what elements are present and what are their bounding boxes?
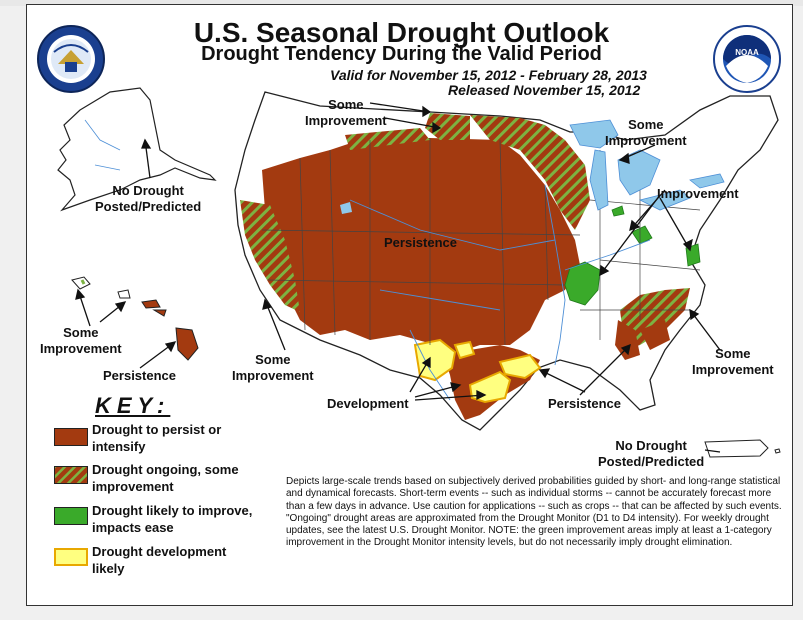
key-swatch-ongoing [54,466,88,484]
page-title: U.S. Seasonal Drought Outlook [193,17,610,48]
noaa-logo-text: NOAA [735,48,759,57]
persistence-region-main [262,138,580,355]
rivers [349,184,651,401]
hatched-dakota-strip [345,128,430,150]
alaska-outline [57,87,217,212]
label-west-some-improvement: Some Improvement [232,352,314,383]
label-alaska: No Drought Posted/Predicted [95,183,202,214]
release-date: Released November 15, 2012 [448,82,641,98]
great-lakes [569,119,725,211]
hatched-north-plains [470,115,590,230]
label-puerto-rico: No Drought Posted/Predicted [598,438,705,469]
improve-lake-erie [611,205,625,217]
page-subtitle: Drought Tendency During the Valid Period [201,43,602,65]
label-se-some-improvement: Some Improvement [692,346,774,377]
key-title: KEY: [95,393,171,418]
label-ne-some-improvement: Some Improvement [605,117,687,148]
key-label-develop: Drought development likely [92,544,227,576]
leader-arrows [75,102,721,453]
label-line: Some Improvement [305,97,387,128]
hatched-california [240,200,300,312]
improve-ohio-valley [564,261,601,306]
key-label-persist: Drought to persist or intensify [92,422,222,454]
develop-gulf-coast [498,353,542,380]
label-persistence-gulf: Persistence [548,396,621,411]
improve-pennsylvania [631,225,653,245]
label-hawaii-some-improvement: Some Improvement [40,325,122,356]
hatched-southeast [620,288,690,350]
key-swatch-improve [54,507,88,525]
label-ne-improvement: Improvement [657,186,739,201]
hawaii-islands [71,276,199,361]
label-development: Development [327,396,409,411]
label-north-some-improvement: Some Improvement [305,97,387,129]
puerto-rico-outline [704,439,769,458]
hatched-northern-rockies [425,113,470,140]
browser-top-strip [0,0,803,6]
doc-seal-logo [37,25,105,93]
develop-texas-small [453,340,476,360]
key-label-ongoing: Drought ongoing, some improvement [92,462,239,494]
key-swatch-develop [54,548,88,566]
disclaimer-text: Depicts large-scale trends based on subj… [286,476,782,549]
noaa-logo: NOAA [713,25,781,93]
label-hawaii-persistence: Persistence [103,368,176,383]
label-persistence-center: Persistence [384,235,457,250]
key-label-improve: Drought likely to improve, impacts ease [92,503,253,535]
valid-period: Valid for November 15, 2012 - February 2… [330,67,647,83]
key-swatch-persist [54,428,88,446]
